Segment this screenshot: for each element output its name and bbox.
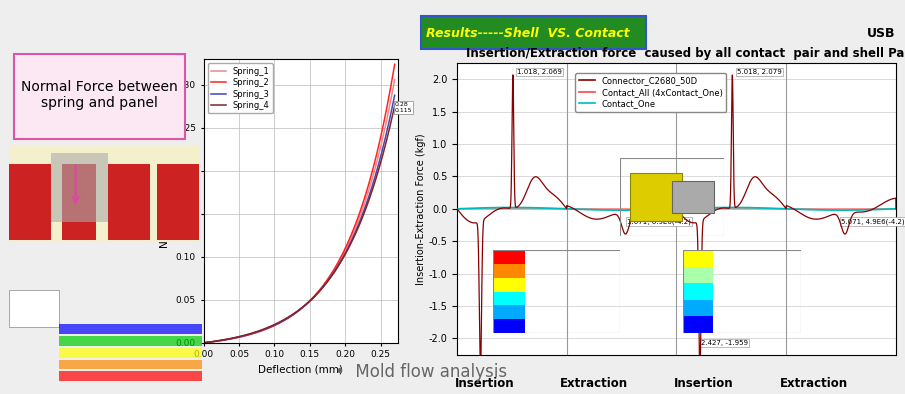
Bar	[631, 173, 682, 221]
Text: Extraction: Extraction	[560, 377, 628, 390]
Text: Extraction: Extraction	[779, 377, 848, 390]
Bar	[59, 348, 202, 358]
Bar	[9, 146, 199, 242]
Bar	[683, 250, 713, 267]
Bar	[59, 324, 202, 334]
Text: 0.28
0.115: 0.28 0.115	[395, 102, 412, 113]
FancyBboxPatch shape	[14, 54, 185, 139]
Bar	[59, 371, 202, 381]
X-axis label: Deflection (mm): Deflection (mm)	[259, 365, 343, 375]
Bar	[493, 278, 525, 292]
Spring_1	[337, 254, 348, 258]
Spring_3	[389, 93, 400, 98]
Spring_2	[336, 253, 347, 258]
Y-axis label: Insertion-Extraction Force (kgf): Insertion-Extraction Force (kgf)	[415, 133, 425, 284]
Spring_1	[389, 77, 400, 82]
Spring_3	[198, 340, 209, 345]
Line: Spring_2: Spring_2	[204, 64, 395, 343]
Text: 0.427, -2.330: 0.427, -2.330	[0, 393, 1, 394]
Text: Insertion: Insertion	[674, 377, 734, 390]
Spring_1	[319, 283, 329, 288]
Bar	[493, 305, 525, 319]
Bar	[9, 164, 51, 240]
Spring_3	[221, 337, 232, 342]
Bar	[493, 319, 525, 333]
Spring_4	[261, 326, 272, 331]
Bar	[683, 316, 713, 333]
Bar	[9, 290, 59, 327]
Spring_2	[261, 327, 272, 332]
Line: Spring_1: Spring_1	[204, 80, 395, 343]
Spring_4	[337, 257, 348, 262]
Legend: Connector_C2680_50D, Contact_All (4xContact_One), Contact_One: Connector_C2680_50D, Contact_All (4xCont…	[576, 73, 726, 112]
Spring_3	[274, 320, 285, 325]
Bar	[683, 267, 713, 283]
Legend: Spring_1, Spring_2, Spring_3, Spring_4: Spring_1, Spring_2, Spring_3, Spring_4	[208, 63, 273, 113]
Bar	[493, 264, 525, 278]
Spring_4	[198, 340, 209, 345]
Spring_4	[336, 258, 347, 263]
Spring_2	[221, 337, 232, 342]
Text: 5.018, 2.079: 5.018, 2.079	[737, 69, 782, 75]
Text: Insertion/Extraction force  caused by all contact  pair and shell Pair: Insertion/Extraction force caused by all…	[466, 48, 905, 61]
Spring_3	[319, 284, 329, 288]
Spring_2	[274, 321, 285, 325]
FancyBboxPatch shape	[421, 16, 646, 49]
Text: 1.018, 2.069: 1.018, 2.069	[518, 69, 562, 75]
Text: •  Mold flow analysis: • Mold flow analysis	[335, 363, 507, 381]
Bar	[683, 300, 713, 316]
Bar	[62, 164, 97, 240]
Bar	[59, 336, 202, 346]
Spring_3	[337, 256, 348, 261]
Spring_1	[336, 255, 347, 260]
Spring_3	[336, 258, 347, 262]
Spring_2	[337, 252, 348, 256]
Spring_2	[198, 340, 209, 345]
Bar	[493, 250, 525, 264]
Bar	[59, 359, 202, 370]
Text: Results-----Shell  VS. Contact: Results-----Shell VS. Contact	[425, 27, 629, 40]
Spring_4	[274, 320, 285, 325]
Line: Spring_3: Spring_3	[204, 95, 395, 343]
Text: Normal Force between
spring and panel: Normal Force between spring and panel	[21, 80, 178, 110]
Bar	[683, 283, 713, 300]
Spring_2	[389, 62, 400, 67]
Line: Spring_4: Spring_4	[204, 106, 395, 343]
Spring_1	[198, 340, 209, 345]
Text: USB: USB	[867, 27, 896, 40]
Text: 2.427, -1.959: 2.427, -1.959	[701, 340, 748, 346]
Text: 1.071, 6.9E6(-4.2): 1.071, 6.9E6(-4.2)	[627, 218, 691, 225]
Bar	[672, 181, 713, 213]
Spring_1	[261, 327, 272, 331]
Spring_1	[274, 321, 285, 325]
Text: Insertion: Insertion	[454, 377, 514, 390]
Spring_1	[221, 337, 232, 342]
Text: 5.071, 4.9E6(-4.2): 5.071, 4.9E6(-4.2)	[841, 218, 905, 225]
Y-axis label: Normal Force (kg): Normal Force (kg)	[160, 154, 170, 247]
Spring_4	[221, 337, 232, 342]
Bar	[108, 164, 149, 240]
Bar	[493, 292, 525, 305]
Spring_4	[389, 103, 400, 108]
Spring_4	[319, 284, 329, 288]
Bar	[157, 164, 199, 240]
Spring_3	[261, 326, 272, 331]
Spring_2	[319, 282, 329, 287]
Bar	[51, 153, 108, 221]
